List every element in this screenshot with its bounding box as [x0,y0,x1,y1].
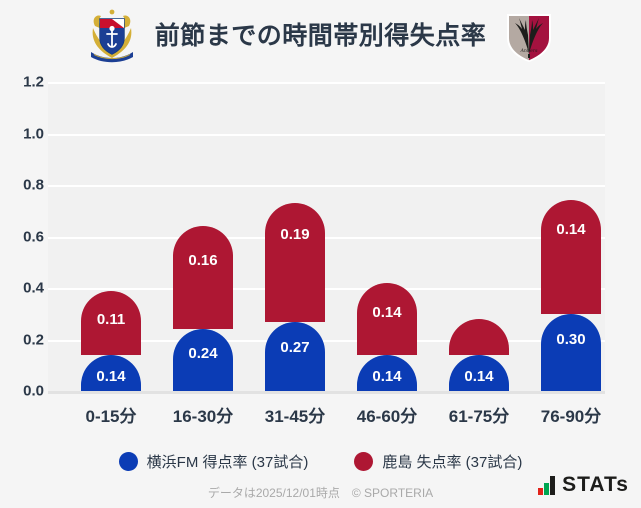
legend-marker-circle-icon [118,451,138,471]
y-tick-label: 0.2 [23,331,44,348]
y-tick-label: 1.0 [23,125,44,142]
bar-segment-away[interactable]: 0.14 [357,282,417,355]
bar-value-home: 0.24 [188,345,218,363]
chart-header: 前節までの時間帯別得失点率 Antlers [0,0,641,72]
x-tick-label-46-60: 46-60分 [356,407,418,426]
bar-segment-home[interactable]: 0.14 [81,354,141,391]
x-tick-label-61-75: 61-75分 [448,407,510,426]
bar-value-home: 0.30 [556,330,586,348]
gridline [48,185,605,187]
bar-segment-home[interactable]: 0.30 [541,313,601,391]
stats-logo-text: STATs [562,473,629,497]
legend-item-away[interactable]: 鹿島 失点率 (37試合) [354,451,522,472]
y-tick-label: 0.0 [23,382,44,400]
bar-value-away: 0.14 [556,221,586,239]
x-tick-label-16-30: 16-30分 [172,407,234,426]
chart: 0.0 0.2 0.4 0.6 0.8 1.0 1.2 0.11 0.14 [0,72,641,440]
gridline [48,133,605,136]
bar-segment-away[interactable]: 0.16 [173,226,233,330]
legend-label-away: 鹿島 失点率 (37試合) [382,453,523,471]
y-tick-label: 0.4 [23,279,44,297]
gridline [48,288,605,290]
chart-legend: 横浜FM 得点率 (37試合) 鹿島 失点率 (37試合) [0,446,641,476]
bar-value-home: 0.14 [96,367,126,385]
x-axis: 0-15分 16-30分 31-45分 46-60分 61-75分 76-90分 [48,402,605,432]
footer-note: データは2025/12/01時点 © SPORTERIA [207,486,434,500]
gridline [48,339,605,342]
y-tick-label: 1.2 [23,73,44,91]
bar-value-home: 0.14 [464,367,494,385]
x-tick-label-76-90: 76-90分 [540,407,602,426]
page-title: 前節までの時間帯別得失点率 [154,21,487,50]
bar-segment-away[interactable]: 0.11 [81,290,141,355]
bar-value-home: 0.27 [280,338,310,356]
bar-segment-away[interactable]: 0.19 [265,203,325,322]
away-team-crest-icon: Antlers [502,8,556,64]
x-tick-label-31-45: 31-45分 [264,407,326,426]
bar-segment-home[interactable]: 0.27 [265,321,325,391]
legend-marker-circle-icon [354,451,374,471]
bar-segment-away[interactable]: 0.14 [541,200,601,314]
bar-segment-home[interactable]: 0.24 [173,329,233,391]
stats-logo-bars-icon [538,476,556,495]
bar-value-away: 0.19 [280,226,310,243]
svg-text:Antlers: Antlers [520,48,539,54]
x-axis-baseline [48,391,605,394]
gridline [48,82,605,84]
y-tick-label: 0.8 [23,176,44,194]
legend-label-home: 横浜FM 得点率 (37試合) [146,453,309,471]
y-tick-label: 0.6 [23,228,44,245]
bar-segment-home[interactable]: 0.14 [357,354,417,391]
bar-value-home: 0.14 [372,367,402,385]
bar-segment-away[interactable] [449,318,509,355]
home-team-crest-icon [85,8,139,64]
bar-value-away: 0.16 [188,252,218,270]
x-tick-label-0-15: 0-15分 [85,407,137,426]
bar-value-away: 0.14 [372,303,402,321]
gridline [48,236,605,239]
bar-value-away: 0.11 [96,310,126,328]
stats-logo: STATs [538,473,629,497]
bar-groups: 0.11 0.14 0.16 0.24 0.19 [48,82,605,391]
legend-item-home[interactable]: 横浜FM 得点率 (37試合) [118,451,309,472]
bar-segment-home[interactable]: 0.14 [449,354,509,391]
